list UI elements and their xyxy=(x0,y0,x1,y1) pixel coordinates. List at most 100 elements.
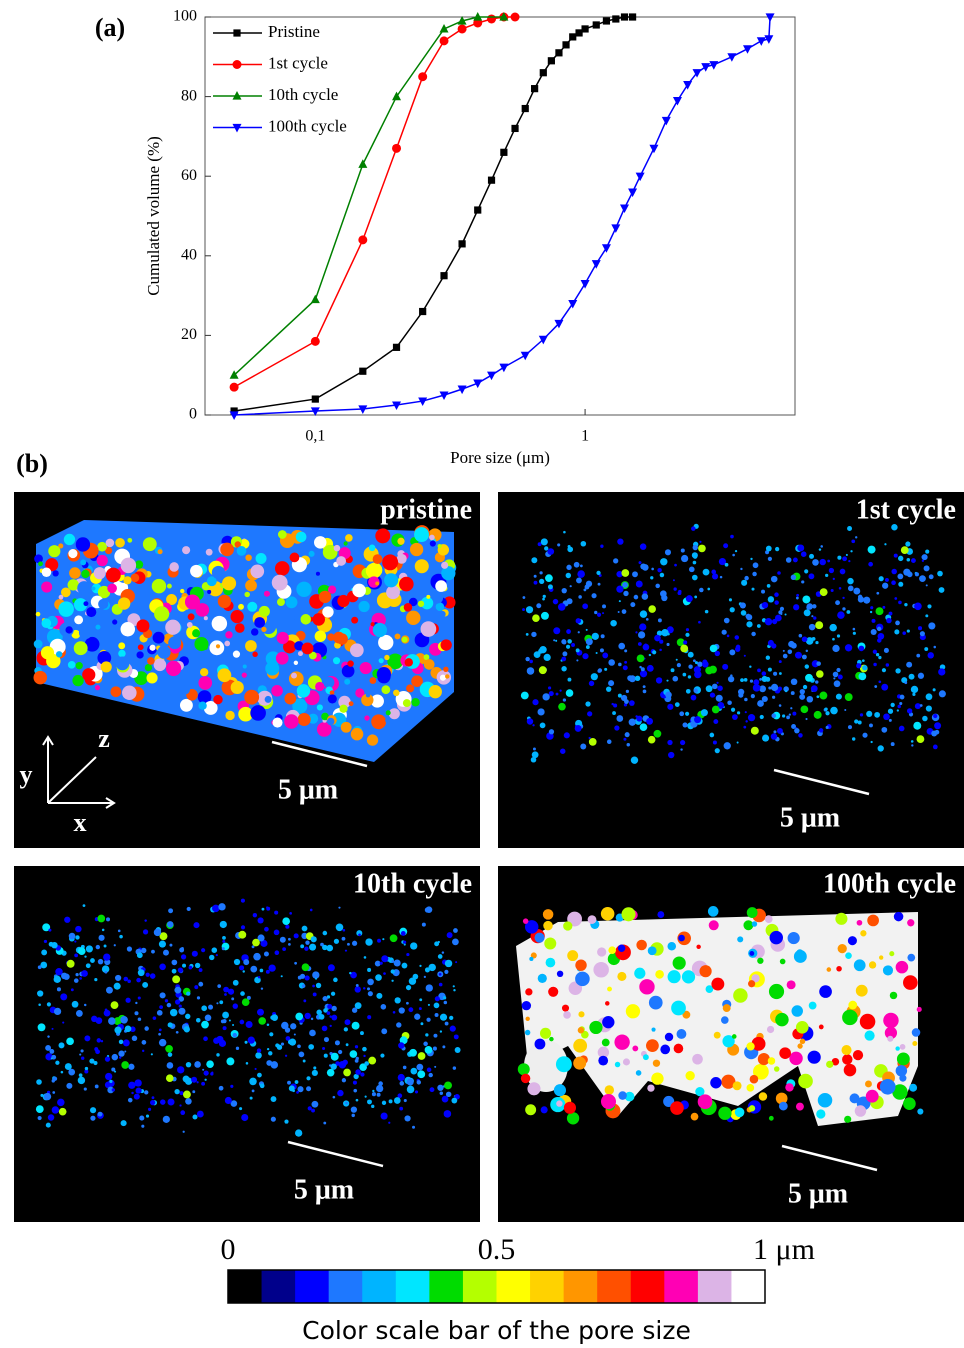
pore xyxy=(833,677,836,680)
pore xyxy=(312,971,320,979)
pore xyxy=(743,725,747,729)
pore xyxy=(848,1000,858,1010)
pore xyxy=(924,647,929,652)
pore xyxy=(883,713,890,721)
pore xyxy=(621,609,627,614)
pore xyxy=(734,1107,745,1118)
pore xyxy=(656,630,663,636)
pore xyxy=(532,724,535,727)
pore xyxy=(382,938,385,941)
pore xyxy=(307,1106,312,1111)
pore xyxy=(625,1004,641,1019)
pore xyxy=(925,614,929,618)
pore xyxy=(906,629,910,633)
pore xyxy=(874,685,878,688)
pore xyxy=(804,664,810,669)
pore xyxy=(268,1051,273,1056)
pore xyxy=(566,629,571,634)
pore xyxy=(419,964,422,968)
pore xyxy=(533,651,541,659)
pore xyxy=(593,961,609,978)
pore xyxy=(866,710,873,717)
pore xyxy=(539,578,545,585)
pore xyxy=(425,984,433,992)
pore xyxy=(647,946,657,956)
pore xyxy=(294,641,304,651)
data-point xyxy=(487,176,496,184)
pore xyxy=(408,1007,414,1013)
pore xyxy=(744,711,747,714)
pore xyxy=(141,1049,145,1053)
pore xyxy=(134,1079,142,1087)
pore xyxy=(674,563,677,567)
pore xyxy=(562,651,568,657)
pore xyxy=(877,632,885,640)
pore xyxy=(327,633,335,641)
pore xyxy=(870,628,877,636)
data-point xyxy=(439,391,449,401)
pore xyxy=(230,609,244,624)
pore xyxy=(109,1079,113,1084)
pore xyxy=(673,1043,684,1054)
pore xyxy=(548,691,554,697)
pore xyxy=(842,1009,858,1026)
pore xyxy=(67,661,76,669)
pore xyxy=(934,722,942,730)
pore xyxy=(749,951,755,956)
pore xyxy=(567,950,579,962)
pore xyxy=(682,722,688,728)
pore xyxy=(587,915,597,924)
scale-bar xyxy=(271,740,368,768)
pore xyxy=(600,544,604,548)
pore xyxy=(861,659,865,663)
pore xyxy=(101,928,105,932)
pore xyxy=(766,1025,775,1034)
pore xyxy=(446,932,453,939)
pore xyxy=(378,634,394,651)
pore xyxy=(534,932,545,943)
pore xyxy=(869,610,873,614)
pore xyxy=(617,944,626,952)
pore xyxy=(667,970,681,984)
pore xyxy=(40,646,55,660)
pore xyxy=(187,613,195,621)
pore-render xyxy=(33,520,457,762)
pore xyxy=(52,570,59,577)
colorbar-swatch xyxy=(328,1270,363,1303)
pore xyxy=(740,678,744,683)
pore xyxy=(800,705,809,714)
pore xyxy=(443,1000,448,1005)
pore xyxy=(276,631,289,645)
pore xyxy=(285,596,298,609)
pore xyxy=(115,974,122,982)
pore xyxy=(559,689,562,692)
data-point xyxy=(229,411,239,420)
pore xyxy=(638,561,642,565)
pore xyxy=(127,1097,133,1103)
pore xyxy=(358,600,370,613)
pore xyxy=(853,587,861,595)
pore xyxy=(123,976,129,982)
pore xyxy=(388,708,400,720)
pore xyxy=(897,704,901,709)
pore xyxy=(322,930,328,936)
data-point xyxy=(538,335,548,345)
pore xyxy=(186,906,191,912)
pore xyxy=(705,685,713,693)
pore xyxy=(412,1070,416,1074)
pore xyxy=(566,598,573,605)
pore xyxy=(832,637,835,641)
pore xyxy=(873,662,877,667)
pore xyxy=(751,921,758,927)
pore xyxy=(895,1065,908,1077)
pore xyxy=(84,1069,89,1074)
pore xyxy=(604,1085,615,1095)
pore xyxy=(774,600,779,605)
pore xyxy=(348,701,354,707)
pore xyxy=(222,1011,229,1019)
data-point xyxy=(473,12,483,21)
pore xyxy=(41,567,52,578)
pore xyxy=(759,714,764,720)
pore xyxy=(153,928,162,937)
pore xyxy=(368,544,376,552)
